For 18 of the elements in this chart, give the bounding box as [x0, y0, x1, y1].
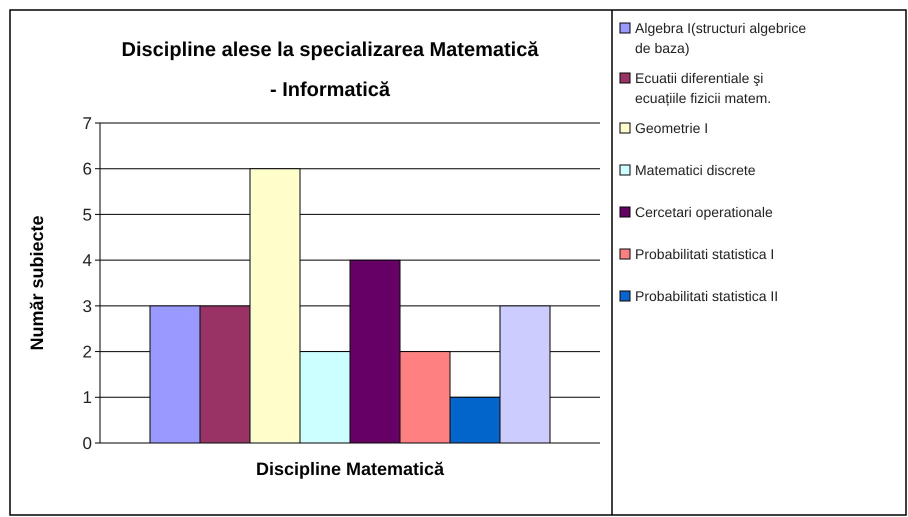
legend-label: Algebra I(structuri algebrice de baza) — [635, 20, 806, 56]
legend-label: Probabilitati statistica II — [635, 288, 778, 304]
y-tick-label: 0 — [82, 434, 92, 453]
legend-label: Cercetari operationale — [635, 204, 773, 220]
legend-label: Geometrie I — [635, 120, 708, 136]
y-tick-label: 3 — [82, 296, 92, 316]
legend-label: Ecuatii diferentiale şi ecuațiile fizicii matem. — [635, 70, 772, 106]
y-axis-title: Număr subiecte — [27, 215, 47, 351]
y-tick-label: 6 — [82, 160, 92, 179]
y-tick-label: 7 — [82, 114, 92, 133]
y-tick-label: 4 — [82, 251, 92, 270]
legend-label: Probabilitati statistica I — [635, 246, 774, 262]
x-axis-title: Discipline Matematică — [256, 459, 446, 479]
y-tick-label: 2 — [82, 342, 92, 362]
y-tick-label: 5 — [82, 205, 92, 224]
chart-title: Discipline alese la specializarea Matematică - Informatică — [122, 39, 540, 101]
y-tick-label: 1 — [82, 388, 92, 408]
legend-label: Matematici discrete — [635, 162, 756, 178]
